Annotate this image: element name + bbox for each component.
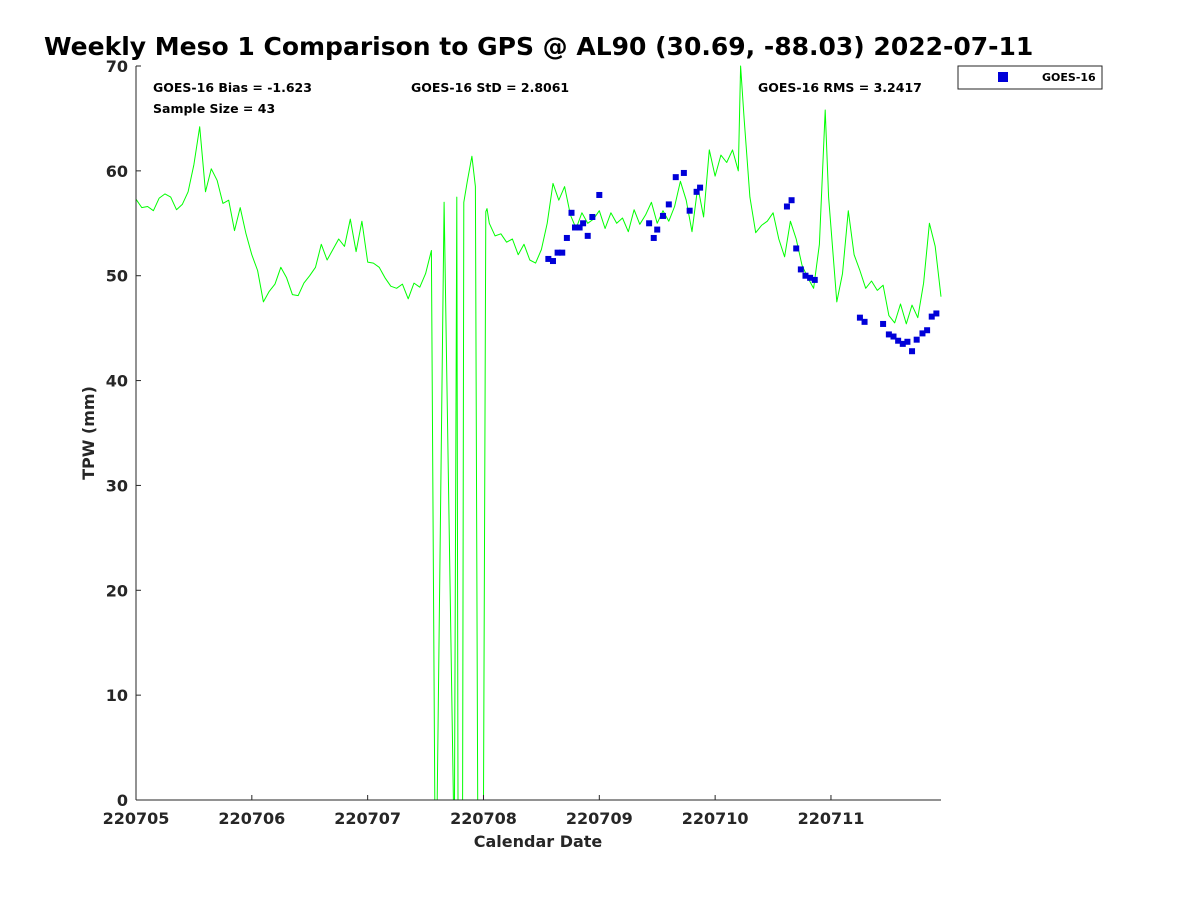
y-tick-label: 0 — [117, 791, 128, 810]
y-tick-label: 20 — [106, 581, 128, 600]
goes16-data-point — [584, 232, 591, 239]
goes16-data-point — [650, 234, 657, 241]
goes16-data-point — [646, 220, 653, 227]
goes16-data-point — [890, 333, 897, 340]
y-tick-label: 30 — [106, 476, 128, 495]
goes16-data-point — [660, 212, 667, 219]
y-tick-label: 50 — [106, 267, 128, 286]
x-tick-label: 220710 — [682, 809, 749, 828]
goes16-data-point — [549, 258, 556, 265]
goes16-data-point — [545, 255, 552, 262]
y-tick-label: 60 — [106, 162, 128, 181]
goes16-data-point — [919, 330, 926, 337]
goes16-data-point — [793, 245, 800, 252]
goes16-data-point — [580, 220, 587, 227]
goes16-data-point — [802, 272, 809, 279]
goes16-data-point — [797, 266, 804, 273]
stat-std: GOES-16 StD = 2.8061 — [411, 80, 569, 95]
gps-tpw-line — [135, 65, 942, 801]
y-tick-label: 40 — [106, 372, 128, 391]
goes16-data-point — [568, 209, 575, 216]
chart-title: Weekly Meso 1 Comparison to GPS @ AL90 (… — [44, 32, 1033, 61]
goes16-data-point — [559, 249, 566, 256]
x-tick-label: 220705 — [103, 809, 170, 828]
goes16-data-point — [913, 336, 920, 343]
goes16-data-point — [686, 207, 693, 214]
goes16-data-point — [563, 234, 570, 241]
goes16-data-point — [672, 174, 679, 181]
goes16-data-point — [924, 327, 931, 334]
goes16-data-point — [880, 320, 887, 327]
goes16-data-point — [571, 224, 578, 231]
goes16-data-point — [895, 337, 902, 344]
y-tick-label: 70 — [106, 57, 128, 76]
goes16-data-point — [596, 191, 603, 198]
goes16-data-point — [933, 310, 940, 317]
stat-sample-size: Sample Size = 43 — [153, 101, 275, 116]
series-layer — [135, 65, 942, 801]
legend-marker-goes16 — [998, 72, 1008, 82]
stat-rms: GOES-16 RMS = 3.2417 — [758, 80, 922, 95]
goes16-data-point — [788, 197, 795, 204]
axes-background — [136, 66, 941, 800]
legend-label-goes16: GOES-16 — [1042, 71, 1096, 84]
goes16-data-point — [861, 318, 868, 325]
ticks-layer: 0 10 20 30 40 50 60 70 220705 220706 220707 220708 2… — [103, 57, 865, 828]
goes16-data-point — [899, 340, 906, 347]
x-tick-label: 220709 — [566, 809, 633, 828]
goes16-data-point — [856, 314, 863, 321]
legend-box — [957, 65, 1103, 90]
goes16-data-point — [680, 169, 687, 176]
goes16-data-point — [811, 276, 818, 283]
goes16-data-point — [904, 338, 911, 345]
goes16-data-point — [807, 274, 814, 281]
goes16-data-point — [576, 224, 583, 231]
goes16-data-point — [693, 188, 700, 195]
x-tick-label: 220707 — [334, 809, 401, 828]
goes16-data-point — [909, 348, 916, 355]
goes16-data-point — [697, 184, 704, 191]
x-tick-label: 220706 — [218, 809, 285, 828]
goes16-data-point — [928, 313, 935, 320]
x-tick-label: 220708 — [450, 809, 517, 828]
goes16-data-point — [885, 331, 892, 338]
goes16-data-point — [665, 201, 672, 208]
x-axis-label: Calendar Date — [474, 832, 603, 851]
legend: GOES-16 — [957, 65, 1103, 90]
goes16-data-point — [654, 226, 661, 233]
goes16-data-point — [783, 203, 790, 210]
x-tick-label: 220711 — [798, 809, 865, 828]
goes16-data-point — [554, 249, 561, 256]
plot-area: 0 10 20 30 40 50 60 70 220705 220706 220707 220708 2… — [103, 57, 942, 828]
y-axis-label: TPW (mm) — [79, 386, 98, 480]
stat-bias: GOES-16 Bias = -1.623 — [153, 80, 312, 95]
y-tick-label: 10 — [106, 686, 128, 705]
goes16-data-point — [589, 213, 596, 220]
